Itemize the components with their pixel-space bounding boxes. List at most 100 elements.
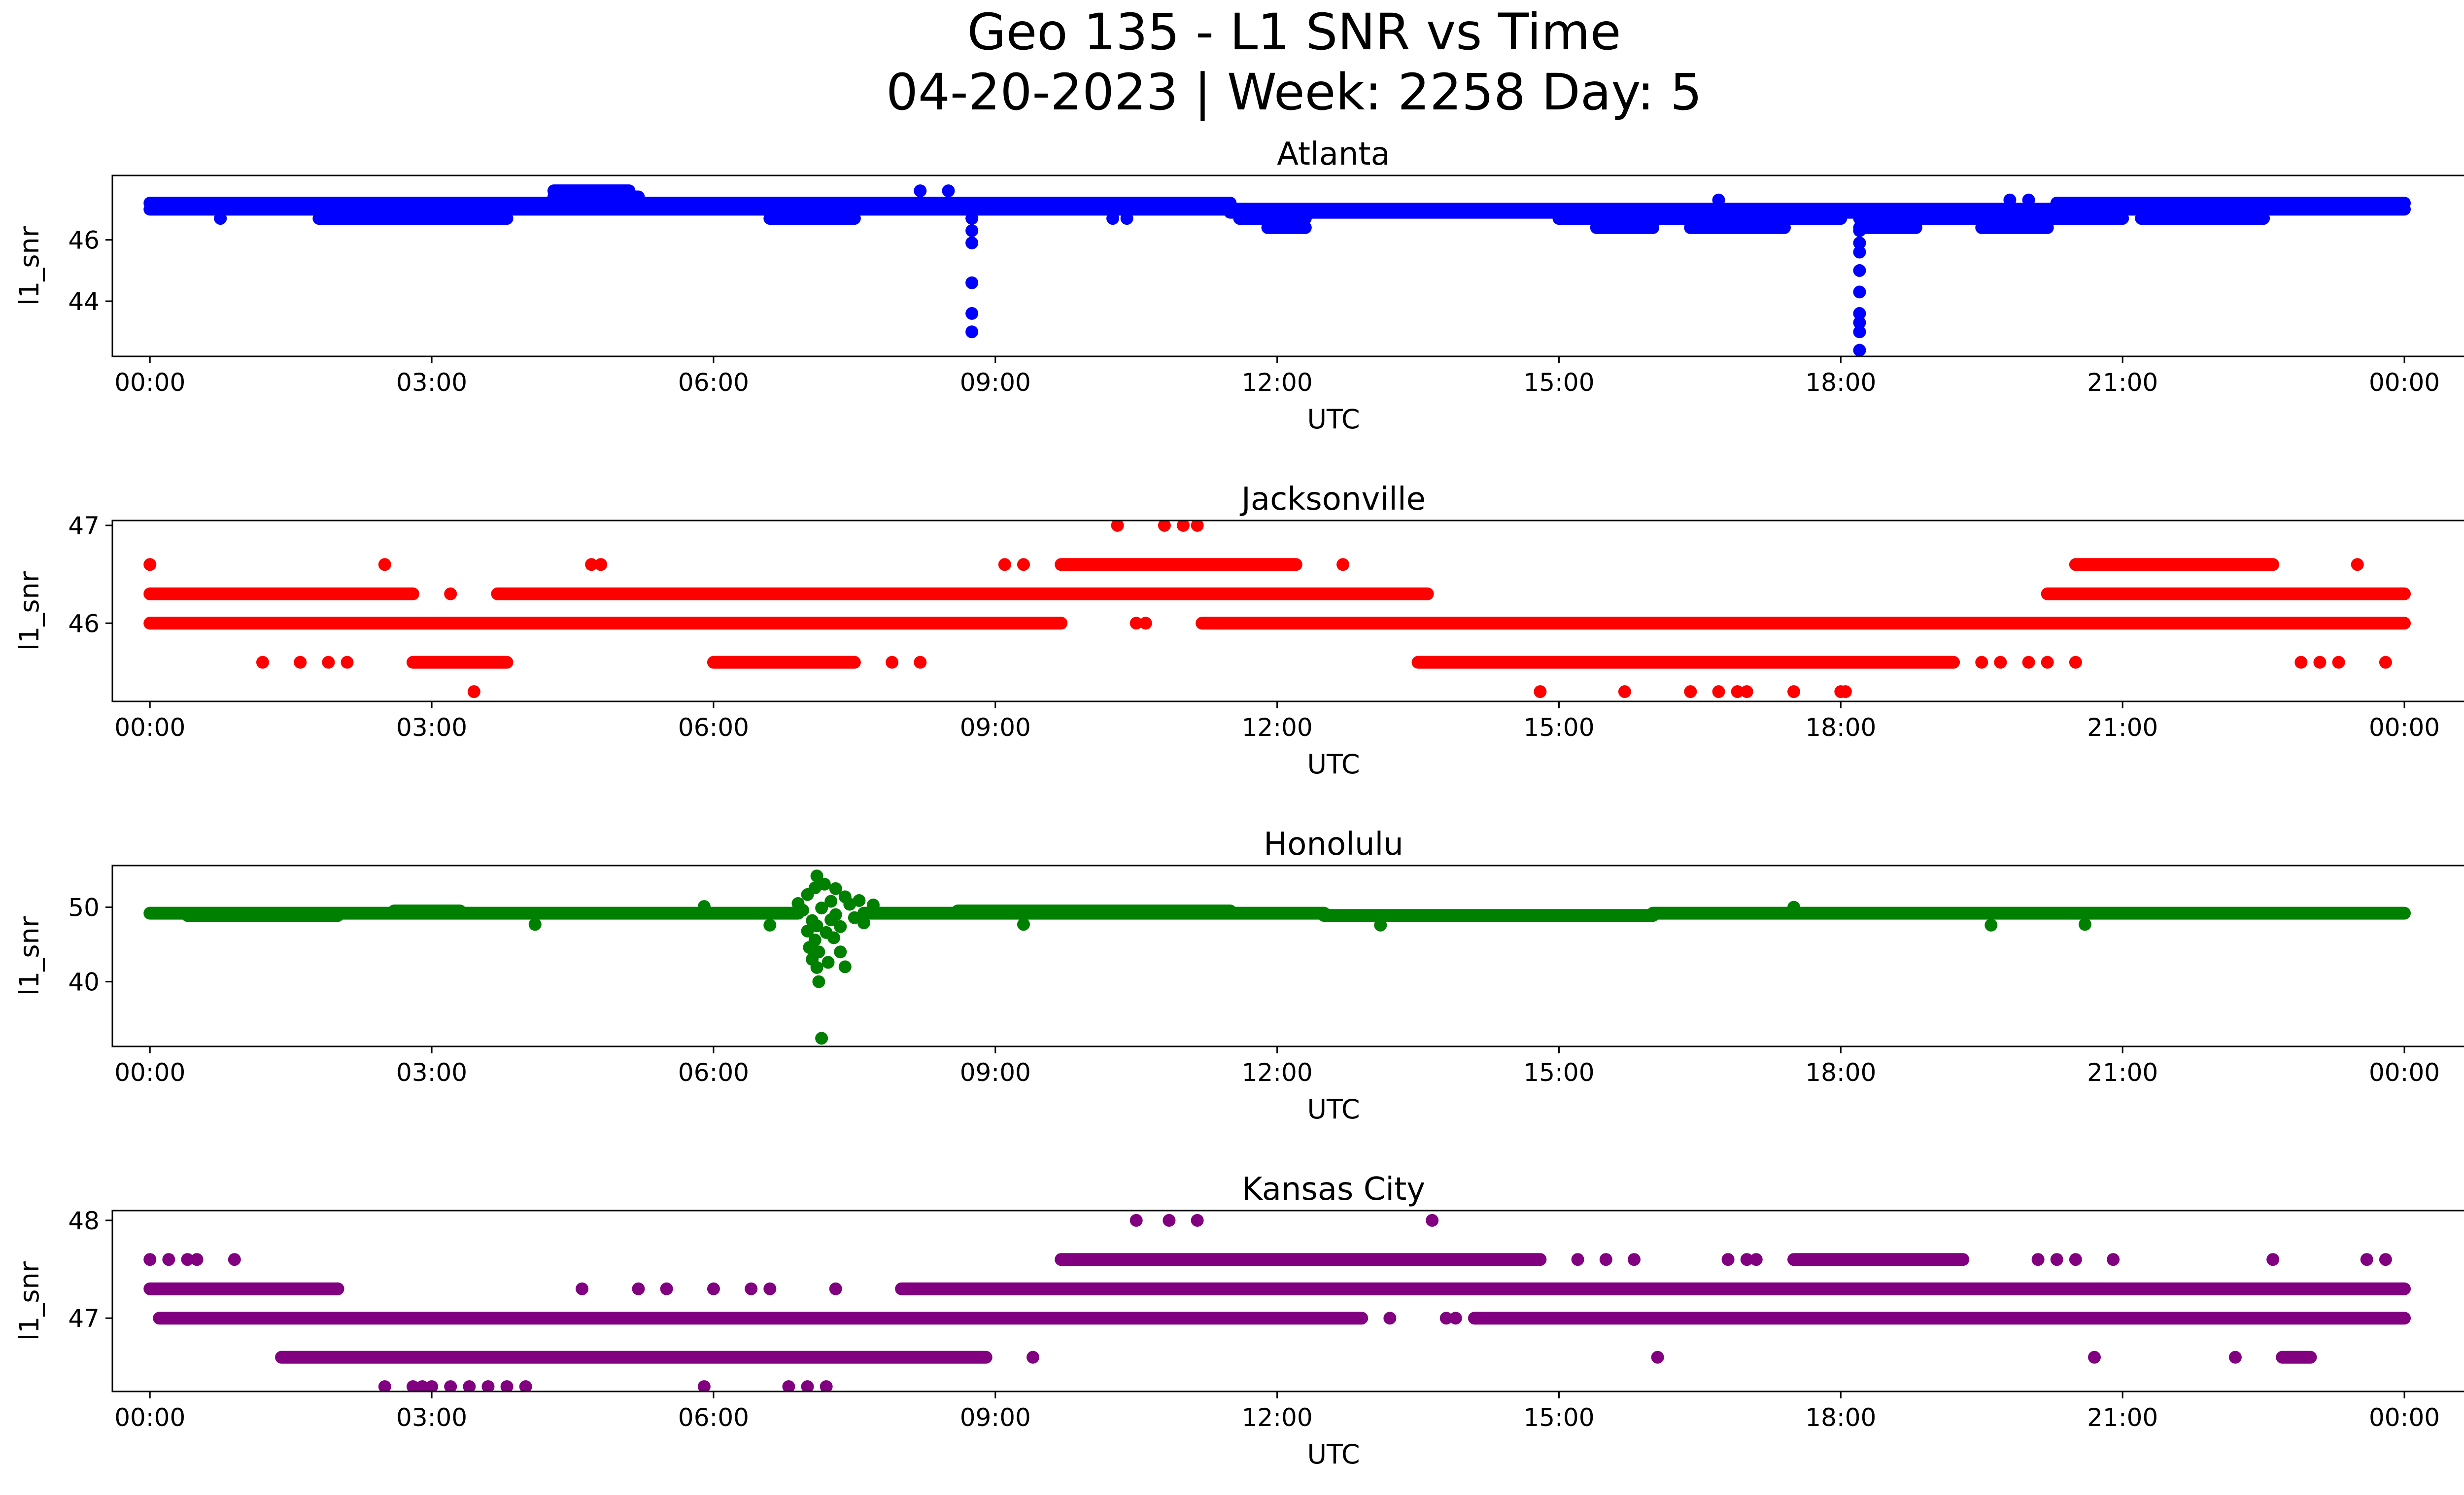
y-axis-label: l1_snr: [14, 226, 45, 306]
data-point: [2088, 1351, 2101, 1364]
subplot-title: Honolulu: [1264, 826, 1403, 863]
x-tick-label: 00:00: [2369, 368, 2440, 397]
data-point: [1191, 521, 1204, 532]
data-point: [1975, 656, 1988, 669]
data-point: [1853, 224, 1866, 237]
data-point: [463, 1380, 476, 1391]
x-tick-label: 18:00: [1805, 1058, 1876, 1087]
data-point: [965, 212, 979, 225]
x-tick-label: 00:00: [114, 368, 185, 397]
data-point: [829, 1282, 842, 1295]
y-tick-label: 46: [68, 226, 100, 255]
data-point: [801, 924, 814, 938]
subplot-3: Kansas City 00:00 03:00 06:00 09:00 12:00 15:0…: [14, 1171, 2464, 1470]
data-point: [143, 558, 157, 571]
x-tick-label: 06:00: [678, 1403, 749, 1432]
x-tick-label: 09:00: [960, 1058, 1031, 1087]
data-point: [2294, 656, 2308, 669]
data-point: [1139, 617, 1152, 630]
data-point: [1712, 685, 1725, 698]
x-tick-label: 09:00: [960, 713, 1031, 742]
data-point: [1740, 685, 1753, 698]
data-point: [857, 916, 870, 930]
subplot-title: Kansas City: [1242, 1171, 1425, 1208]
data-point: [2379, 656, 2392, 669]
x-tick-label: 03:00: [396, 368, 467, 397]
y-tick-label: 48: [68, 1207, 100, 1235]
data-point: [519, 1380, 532, 1391]
y-tick-label: 50: [68, 894, 100, 922]
figure-title-line2: 04-20-2023 | Week: 2258 Day: 5: [886, 63, 1702, 122]
x-tick-label: 18:00: [1805, 713, 1876, 742]
data-point: [1721, 1253, 1735, 1266]
y-tick-label: 44: [68, 287, 100, 316]
series-3: [143, 1214, 2411, 1391]
data-point: [2266, 1253, 2280, 1266]
series-1: [143, 521, 2411, 698]
x-tick-label: 21:00: [2087, 1403, 2158, 1432]
data-point: [808, 934, 821, 947]
data-point: [707, 1282, 720, 1295]
axes-frame: [111, 865, 2464, 1047]
data-point: [1120, 212, 1133, 225]
x-tick-label: 12:00: [1242, 1403, 1313, 1432]
x-tick-label: 15:00: [1523, 1058, 1594, 1087]
data-point: [481, 1380, 495, 1391]
data-point: [866, 899, 880, 912]
data-point: [143, 1253, 157, 1266]
data-point: [1439, 1312, 1453, 1325]
data-point: [406, 1380, 419, 1391]
x-tick-label: 09:00: [960, 1403, 1031, 1432]
data-point: [815, 902, 828, 915]
data-point: [697, 1380, 711, 1391]
data-point: [1985, 918, 1998, 932]
x-tick-label: 12:00: [1242, 1058, 1313, 1087]
data-point: [782, 1380, 795, 1391]
series-0: [143, 184, 2411, 356]
data-point: [214, 212, 227, 225]
data-point: [965, 224, 979, 237]
data-point: [444, 587, 457, 600]
x-axis-label: UTC: [1307, 404, 1360, 435]
data-point: [2332, 656, 2345, 669]
data-point: [2003, 193, 2017, 207]
data-point: [576, 1282, 589, 1295]
data-point: [1684, 685, 1697, 698]
data-point: [1571, 1253, 1584, 1266]
data-point: [820, 1380, 833, 1391]
data-point: [1111, 521, 1124, 532]
data-point: [1017, 918, 1030, 931]
x-tick-label: 09:00: [960, 368, 1031, 397]
data-point: [838, 960, 852, 973]
data-point: [810, 869, 823, 883]
x-tick-label: 00:00: [2369, 713, 2440, 742]
x-tick-label: 00:00: [114, 1403, 185, 1432]
data-point: [2031, 1253, 2045, 1266]
data-point: [886, 656, 899, 669]
data-point: [1191, 1214, 1204, 1227]
x-tick-label: 21:00: [2087, 1058, 2158, 1087]
data-point: [1163, 1214, 1176, 1227]
x-tick-label: 06:00: [678, 713, 749, 742]
data-point: [378, 558, 391, 571]
data-point: [914, 656, 927, 669]
data-point: [745, 1282, 758, 1295]
data-point: [1853, 316, 1866, 329]
x-tick-label: 03:00: [396, 1058, 467, 1087]
data-point: [1027, 1351, 1040, 1364]
data-point: [1158, 521, 1171, 532]
data-point: [528, 918, 542, 931]
data-point: [632, 1282, 645, 1295]
data-point: [1129, 1214, 1143, 1227]
data-point: [812, 945, 825, 959]
x-tick-label: 21:00: [2087, 368, 2158, 397]
data-point: [162, 1253, 175, 1266]
data-point: [942, 184, 955, 198]
subplot-2: Honolulu 00:00 03:00 06:00 09:00 12:00 15:00 18…: [14, 826, 2464, 1125]
data-point: [190, 1253, 204, 1266]
data-point: [2069, 1253, 2082, 1266]
data-point: [1853, 236, 1866, 249]
x-tick-label: 15:00: [1523, 1403, 1594, 1432]
data-point: [1214, 617, 1228, 630]
